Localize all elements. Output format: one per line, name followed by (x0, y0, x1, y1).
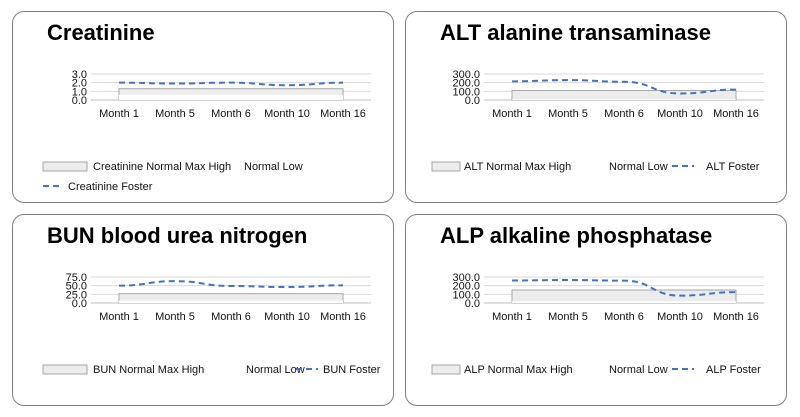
legend-swatch-band (431, 161, 461, 172)
x-tick-label: Month 5 (155, 108, 195, 120)
legend-swatch-band (431, 364, 461, 375)
x-tick-label: Month 16 (713, 108, 759, 120)
legend-label: BUN Foster (323, 364, 381, 376)
chart-panel-bun: BUN blood urea nitrogen 0.0 25.0 50.0 75.0 M… (12, 214, 394, 406)
chart-title: BUN blood urea nitrogen (47, 223, 308, 248)
legend-label: Creatinine Normal Max High (93, 161, 231, 173)
y-tick-label: 100.0 (452, 86, 480, 98)
x-tick-label: Month 1 (99, 311, 139, 323)
x-tick-label: Month 5 (155, 311, 195, 323)
y-tick-label: 300.0 (452, 69, 480, 81)
y-tick-label: 200.0 (452, 78, 480, 90)
y-tick-label: 50.0 (66, 281, 87, 293)
legend-label: Creatinine Foster (68, 181, 153, 193)
x-tick-label: Month 5 (548, 108, 588, 120)
normal-low-area (512, 301, 736, 303)
x-tick-label: Month 10 (264, 108, 310, 120)
chart-svg: 0.01.02.03.0 Month 1 Month 5 Month 6 Month 1… (42, 69, 371, 193)
y-tick-label: 200.0 (452, 281, 480, 293)
x-tick-label: Month 6 (211, 108, 251, 120)
chart-title: ALT alanine transaminase (440, 20, 712, 45)
normal-range-band (511, 289, 737, 304)
chart-title: ALP alkaline phosphatase (440, 223, 713, 248)
legend-label: Normal Low (609, 364, 668, 376)
y-tick-label: 100.0 (452, 289, 480, 301)
normal-low-area (119, 94, 343, 100)
x-tick-label: Month 10 (657, 311, 703, 323)
series-line-foster (511, 279, 737, 297)
y-tick-label: 300.0 (452, 272, 480, 284)
legend-swatch-band (42, 161, 88, 172)
x-tick-label: Month 10 (264, 311, 310, 323)
y-tick-label: 0.0 (72, 95, 87, 107)
x-tick-label: Month 5 (548, 311, 588, 323)
legend-label: ALT Normal Max High (464, 161, 571, 173)
normal-low-area (512, 99, 736, 100)
legend-label: ALP Normal Max High (464, 364, 573, 376)
legend-label: Normal Low (244, 161, 303, 173)
x-tick-label: Month 16 (320, 311, 366, 323)
x-tick-label: Month 1 (99, 108, 139, 120)
x-tick-label: Month 6 (211, 311, 251, 323)
y-tick-label: 2.0 (72, 78, 87, 90)
y-tick-label: 0.0 (72, 298, 87, 310)
x-tick-label: Month 10 (657, 108, 703, 120)
x-tick-label: Month 1 (492, 108, 532, 120)
normal-low-area (119, 300, 343, 303)
chart-panel-alt: ALT alanine transaminase 0.0 100.0 200.0 30… (405, 11, 787, 203)
y-tick-label: 1.0 (72, 86, 87, 98)
y-tick-label: 75.0 (66, 272, 87, 284)
legend-label: ALP Foster (706, 364, 761, 376)
x-tick-label: Month 6 (604, 108, 644, 120)
y-tick-label: 0.0 (465, 95, 480, 107)
series-line-foster (118, 81, 344, 87)
legend-label: BUN Normal Max High (93, 364, 204, 376)
legend-label: ALT Foster (706, 161, 760, 173)
y-tick-label: 0.0 (465, 298, 480, 310)
chart-svg: 0.025.050.075.0 Month 1 Month 5 Month 6 Mont… (42, 272, 381, 376)
series-line-foster (511, 79, 737, 95)
chart-title: Creatinine (47, 20, 155, 45)
legend-label: Normal Low (246, 364, 305, 376)
legend-label: Normal Low (609, 161, 668, 173)
x-tick-label: Month 16 (713, 311, 759, 323)
chart-panel-alp: ALP alkaline phosphatase 0.0 100.0 200.0 30… (405, 214, 787, 406)
legend-swatch-band (42, 364, 88, 375)
series-line-foster (118, 280, 344, 289)
chart-panel-creatinine: Creatinine 0.0 1.0 2.0 3.0 Month 1 Month 5 Mon… (12, 11, 394, 203)
x-tick-label: Month 1 (492, 311, 532, 323)
x-tick-label: Month 16 (320, 108, 366, 120)
x-tick-label: Month 6 (604, 311, 644, 323)
y-tick-label: 25.0 (66, 289, 87, 301)
y-tick-label: 3.0 (72, 69, 87, 81)
